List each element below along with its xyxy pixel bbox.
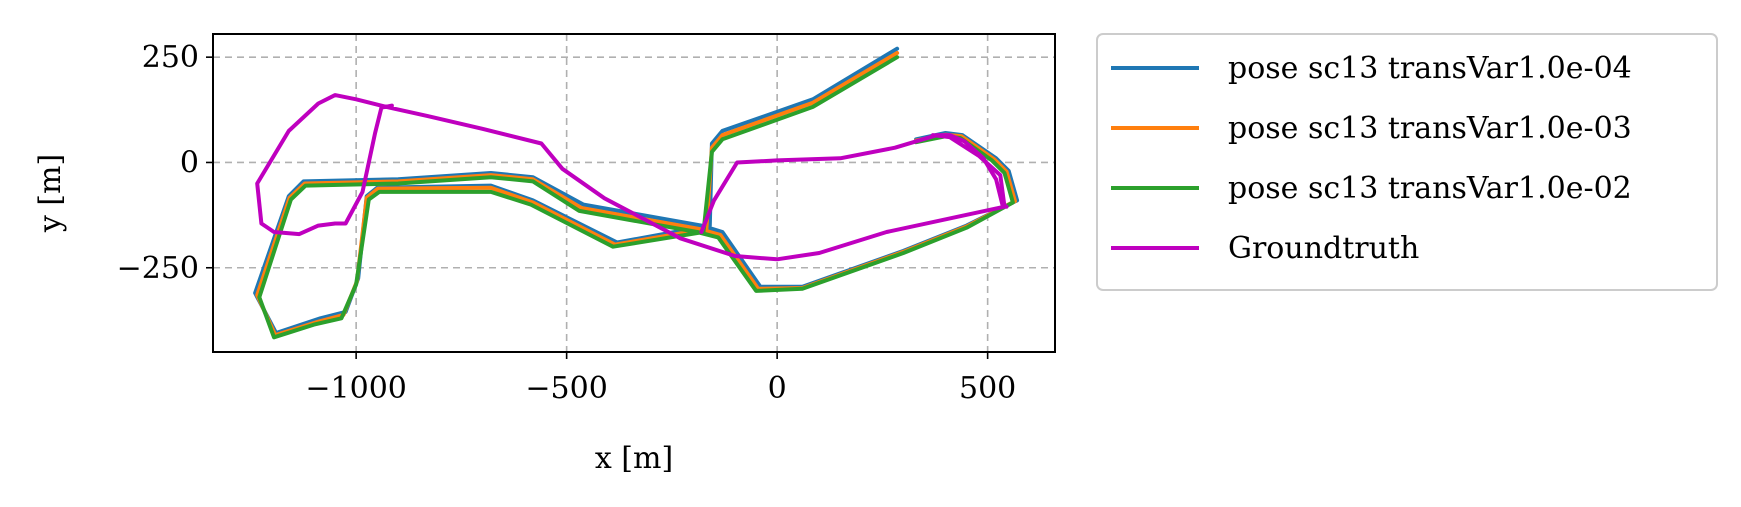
- x-axis-label: x [m]: [595, 441, 673, 476]
- series-line-4: [699, 133, 1009, 234]
- series-line-3: [255, 93, 1007, 262]
- y-tick-label: −250: [117, 251, 199, 286]
- series-layer: [253, 46, 1020, 340]
- legend-item: Groundtruth: [1111, 231, 1419, 266]
- x-tick-label: −1000: [305, 371, 406, 406]
- x-tick-label: −500: [525, 371, 607, 406]
- legend-item: pose sc13 transVar1.0e-04: [1111, 51, 1632, 86]
- legend: pose sc13 transVar1.0e-04 pose sc13 trans…: [1096, 33, 1718, 291]
- ticks: −1000 −500 0 500 250 0 −250: [117, 40, 1017, 406]
- series-line-0: [253, 46, 1020, 335]
- legend-label: pose sc13 transVar1.0e-02: [1228, 171, 1632, 206]
- y-tick-label: 250: [142, 40, 199, 75]
- legend-label: Groundtruth: [1228, 231, 1419, 266]
- x-tick-label: 0: [768, 371, 787, 406]
- legend-box: [1096, 33, 1718, 291]
- y-axis-label: y [m]: [33, 154, 68, 233]
- legend-item: pose sc13 transVar1.0e-03: [1111, 111, 1632, 146]
- legend-label: pose sc13 transVar1.0e-04: [1228, 51, 1632, 86]
- series-line-1: [255, 51, 1017, 338]
- legend-label: pose sc13 transVar1.0e-03: [1228, 111, 1632, 146]
- plot-frame: [212, 33, 1056, 353]
- grid: [213, 34, 1055, 352]
- series-line-2: [257, 55, 1015, 340]
- y-tick-label: 0: [180, 145, 199, 180]
- x-tick-label: 500: [959, 371, 1016, 406]
- legend-item: pose sc13 transVar1.0e-02: [1111, 171, 1632, 206]
